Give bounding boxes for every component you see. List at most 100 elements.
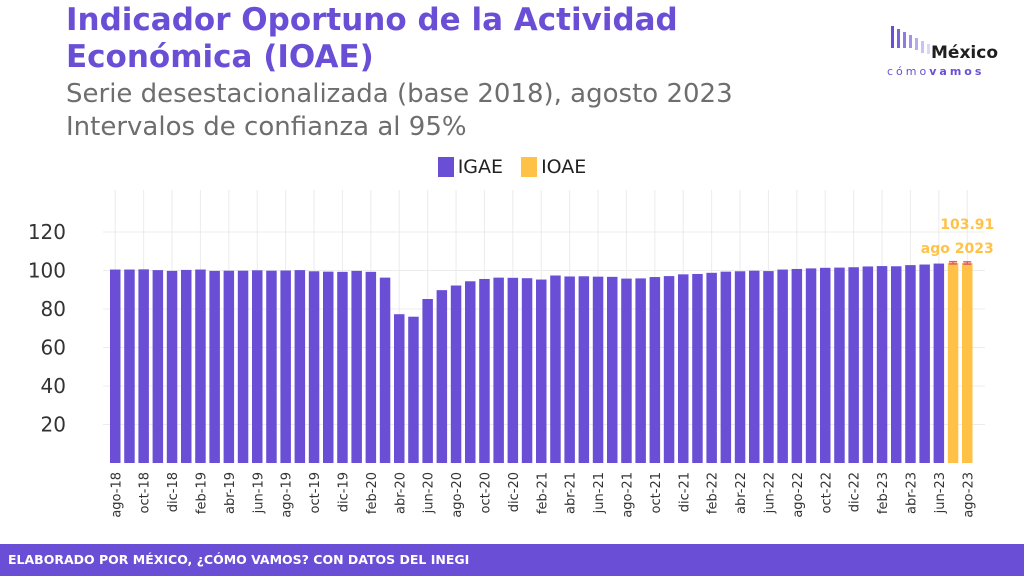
x-tick-label: ago-19	[280, 472, 295, 518]
y-tick-label: 80	[41, 297, 66, 321]
bar-igae	[635, 278, 646, 463]
logo-word: México	[931, 43, 998, 63]
x-tick-label: jun-22	[762, 472, 777, 514]
subtitle-line-1: Serie desestacionalizada (base 2018), ag…	[66, 79, 733, 109]
x-tick-label: ago-22	[791, 472, 806, 518]
x-tick-label: jun-21	[592, 472, 607, 514]
y-tick-label: 60	[41, 336, 66, 360]
bar-igae	[138, 269, 149, 463]
legend-item-ioae: IOAE	[521, 156, 586, 178]
bar-igae	[919, 264, 930, 463]
bar-igae	[876, 266, 888, 463]
x-tick-label: feb-21	[535, 472, 550, 514]
x-tick-label: feb-20	[365, 472, 380, 514]
bar-igae	[422, 298, 433, 463]
bar-igae	[763, 271, 774, 463]
x-tick-label: ago-21	[620, 472, 635, 518]
x-tick-label: jun-23	[933, 472, 948, 514]
x-tick-label: oct-18	[138, 472, 153, 513]
bar-igae	[820, 267, 831, 463]
legend-swatch-igae	[437, 157, 454, 177]
bar-igae	[564, 276, 575, 463]
bar-igae	[749, 270, 760, 463]
bar-igae	[933, 263, 945, 463]
x-tick-label: oct-21	[649, 472, 664, 513]
x-tick-label: ago-20	[450, 472, 465, 518]
bar-igae	[280, 270, 291, 463]
bar-igae	[181, 269, 192, 463]
bar-igae	[578, 276, 590, 463]
subtitle-line-2: Intervalos de confianza al 95%	[66, 112, 467, 142]
chart-title: Indicador Oportuno de la Actividad Econó…	[66, 2, 678, 76]
y-tick-label: 120	[28, 220, 66, 244]
bar-ioae	[947, 262, 959, 463]
y-tick-label: 20	[41, 413, 66, 437]
footer-credit: ELABORADO POR MÉXICO, ¿CÓMO VAMOS? CON D…	[0, 544, 1024, 576]
bar-igae	[252, 270, 263, 463]
bar-igae	[550, 275, 561, 463]
bar-igae	[592, 276, 604, 463]
x-tick-label: feb-19	[194, 472, 209, 514]
x-tick-label: oct-20	[478, 472, 493, 513]
chart-legend: IGAE IOAE	[0, 156, 1024, 182]
bar-igae	[663, 276, 675, 463]
bar-igae	[521, 278, 533, 463]
y-tick-label: 40	[41, 374, 66, 398]
bar-igae	[465, 281, 476, 463]
bar-igae	[237, 270, 249, 463]
x-tick-label: abr-20	[393, 472, 408, 514]
x-tick-label: dic-22	[848, 472, 863, 512]
bar-igae	[734, 271, 746, 463]
x-tick-label: dic-18	[166, 472, 181, 512]
x-tick-label: feb-23	[876, 472, 891, 514]
title-line-2: Económica (IOAE)	[66, 39, 374, 75]
bar-igae	[323, 271, 334, 463]
legend-swatch-ioae	[521, 157, 538, 177]
chart-subtitle: Serie desestacionalizada (base 2018), ag…	[66, 78, 733, 144]
x-tick-label: abr-23	[904, 472, 919, 514]
x-tick-label: oct-22	[819, 472, 834, 513]
legend-label-ioae: IOAE	[541, 156, 587, 178]
title-line-1: Indicador Oportuno de la Actividad	[66, 2, 678, 38]
bar-igae	[507, 277, 519, 463]
bar-igae	[408, 316, 419, 463]
bar-igae	[166, 270, 178, 463]
bar-ioae	[962, 262, 973, 463]
x-tick-label: abr-21	[564, 472, 579, 514]
x-tick-label: jun-19	[251, 472, 266, 514]
bar-igae	[152, 270, 164, 463]
bar-igae	[621, 278, 632, 463]
bar-chart: 20 40 60 80 100 120 ago-18 oct-18 dic-18 feb-19 ab…	[28, 190, 994, 518]
bar-igae	[394, 314, 405, 463]
bar-igae	[209, 270, 220, 463]
x-tick-label: dic-21	[677, 472, 692, 512]
x-tick-label: ago-18	[109, 472, 124, 518]
bar-igae	[706, 272, 717, 463]
bar-igae	[607, 276, 618, 463]
x-tick-label: jun-20	[422, 472, 437, 514]
x-tick-label: abr-22	[734, 472, 749, 514]
bar-igae	[905, 265, 916, 463]
annotation-value: 103.91	[940, 217, 994, 233]
y-tick-label: 100	[28, 259, 66, 283]
bar-igae	[479, 278, 490, 463]
bar-igae	[777, 269, 788, 463]
bar-igae	[649, 277, 661, 463]
bar-igae	[536, 279, 547, 463]
bar-igae	[493, 277, 504, 463]
bar-igae	[436, 290, 448, 463]
bar-igae	[365, 271, 377, 463]
x-tick-label: oct-19	[308, 472, 323, 513]
legend-label-igae: IGAE	[457, 156, 504, 178]
bar-igae	[692, 273, 703, 463]
bar-igae	[195, 269, 206, 463]
x-tick-label: ago-23	[961, 472, 976, 518]
bar-igae	[848, 267, 859, 463]
x-tick-label: dic-20	[507, 472, 522, 512]
annotation-period: ago 2023	[921, 241, 994, 257]
mexico-como-vamos-logo: México cómovamos	[887, 24, 1007, 84]
bar-igae	[450, 285, 462, 463]
logo-bars-icon	[891, 26, 930, 54]
bar-igae	[379, 277, 391, 463]
bar-igae	[266, 270, 277, 463]
